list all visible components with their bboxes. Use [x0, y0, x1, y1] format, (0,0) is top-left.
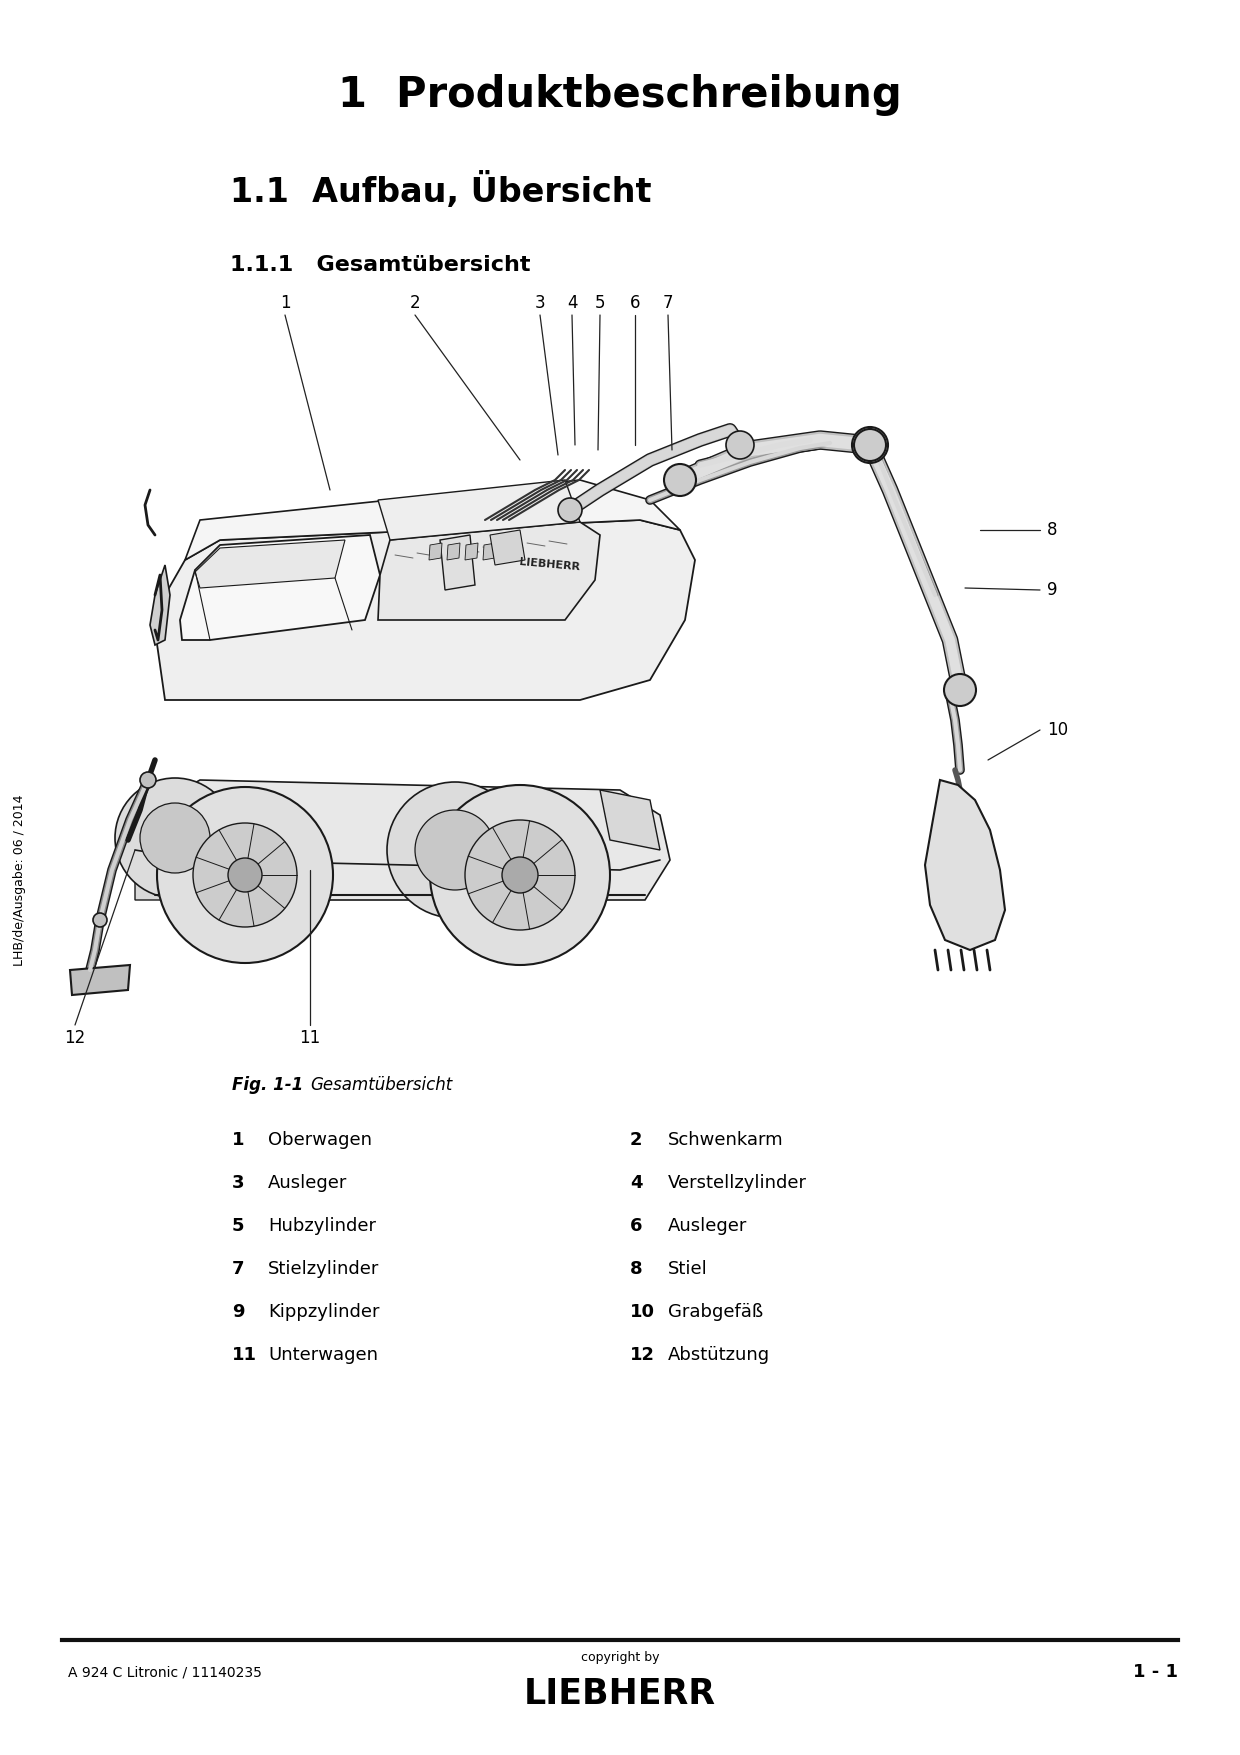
- Polygon shape: [195, 541, 345, 588]
- Circle shape: [157, 786, 334, 963]
- Text: Ausleger: Ausleger: [668, 1216, 748, 1236]
- Circle shape: [140, 772, 156, 788]
- Circle shape: [852, 426, 888, 463]
- Text: 2: 2: [630, 1130, 642, 1150]
- Text: 11: 11: [232, 1346, 257, 1364]
- Circle shape: [430, 784, 610, 965]
- Circle shape: [387, 783, 523, 918]
- Text: 3: 3: [534, 295, 546, 312]
- Text: 8: 8: [630, 1260, 642, 1278]
- Text: Grabgefäß: Grabgefäß: [668, 1302, 764, 1322]
- Circle shape: [93, 913, 107, 927]
- Text: LIEBHERR: LIEBHERR: [520, 558, 580, 572]
- Circle shape: [944, 674, 976, 706]
- Text: 1: 1: [280, 295, 290, 312]
- Text: Oberwagen: Oberwagen: [268, 1130, 372, 1150]
- Text: 4: 4: [630, 1174, 642, 1192]
- Polygon shape: [130, 779, 670, 900]
- Text: Ausleger: Ausleger: [268, 1174, 347, 1192]
- Text: 6: 6: [630, 295, 640, 312]
- Text: 11: 11: [299, 1028, 321, 1048]
- Circle shape: [663, 463, 696, 497]
- Polygon shape: [185, 481, 680, 560]
- Polygon shape: [378, 481, 580, 541]
- Polygon shape: [446, 542, 460, 560]
- Polygon shape: [925, 779, 1004, 949]
- Polygon shape: [378, 521, 600, 620]
- Text: Verstellzylinder: Verstellzylinder: [668, 1174, 807, 1192]
- Text: 1.1  Aufbau, Übersicht: 1.1 Aufbau, Übersicht: [229, 172, 651, 209]
- Text: Abstützung: Abstützung: [668, 1346, 770, 1364]
- Text: Schwenkarm: Schwenkarm: [668, 1130, 784, 1150]
- Polygon shape: [429, 542, 441, 560]
- Text: Stielzylinder: Stielzylinder: [268, 1260, 379, 1278]
- Text: 5: 5: [595, 295, 605, 312]
- Text: 8: 8: [1047, 521, 1058, 539]
- Text: Fig. 1-1: Fig. 1-1: [232, 1076, 304, 1093]
- Circle shape: [228, 858, 262, 892]
- Circle shape: [465, 820, 575, 930]
- Text: 4: 4: [567, 295, 578, 312]
- Circle shape: [558, 498, 582, 521]
- Text: copyright by: copyright by: [580, 1651, 660, 1664]
- Text: 12: 12: [630, 1346, 655, 1364]
- Polygon shape: [155, 519, 694, 700]
- Polygon shape: [135, 849, 195, 900]
- Text: LHB/de/Ausgabe: 06 / 2014: LHB/de/Ausgabe: 06 / 2014: [14, 795, 26, 965]
- Polygon shape: [465, 542, 477, 560]
- Text: 1 - 1: 1 - 1: [1133, 1664, 1178, 1681]
- Text: Kippzylinder: Kippzylinder: [268, 1302, 379, 1322]
- Polygon shape: [150, 565, 170, 646]
- Text: 3: 3: [232, 1174, 244, 1192]
- Circle shape: [725, 432, 754, 460]
- Circle shape: [415, 811, 495, 890]
- Polygon shape: [440, 535, 475, 590]
- Polygon shape: [600, 790, 660, 849]
- Text: Hubzylinder: Hubzylinder: [268, 1216, 376, 1236]
- Text: 10: 10: [1047, 721, 1068, 739]
- Text: 9: 9: [232, 1302, 244, 1322]
- Circle shape: [854, 428, 887, 462]
- Circle shape: [502, 856, 538, 893]
- Text: 7: 7: [662, 295, 673, 312]
- Text: 1  Produktbeschreibung: 1 Produktbeschreibung: [339, 74, 901, 116]
- Text: 1: 1: [232, 1130, 244, 1150]
- Circle shape: [193, 823, 298, 927]
- Text: 7: 7: [232, 1260, 244, 1278]
- Text: LIEBHERR: LIEBHERR: [525, 1678, 715, 1711]
- Polygon shape: [490, 530, 525, 565]
- Circle shape: [140, 804, 210, 872]
- Text: 5: 5: [232, 1216, 244, 1236]
- Text: Unterwagen: Unterwagen: [268, 1346, 378, 1364]
- Polygon shape: [180, 535, 379, 641]
- Text: 6: 6: [630, 1216, 642, 1236]
- Text: A 924 C Litronic / 11140235: A 924 C Litronic / 11140235: [68, 1665, 262, 1680]
- Text: 12: 12: [64, 1028, 86, 1048]
- Text: 1.1.1   Gesamtübersicht: 1.1.1 Gesamtübersicht: [229, 254, 531, 276]
- Polygon shape: [69, 965, 130, 995]
- Text: 10: 10: [630, 1302, 655, 1322]
- Text: Gesamtübersicht: Gesamtübersicht: [310, 1076, 453, 1093]
- Polygon shape: [484, 542, 496, 560]
- Text: 2: 2: [409, 295, 420, 312]
- Circle shape: [115, 777, 236, 899]
- Text: Stiel: Stiel: [668, 1260, 708, 1278]
- Text: 9: 9: [1047, 581, 1058, 598]
